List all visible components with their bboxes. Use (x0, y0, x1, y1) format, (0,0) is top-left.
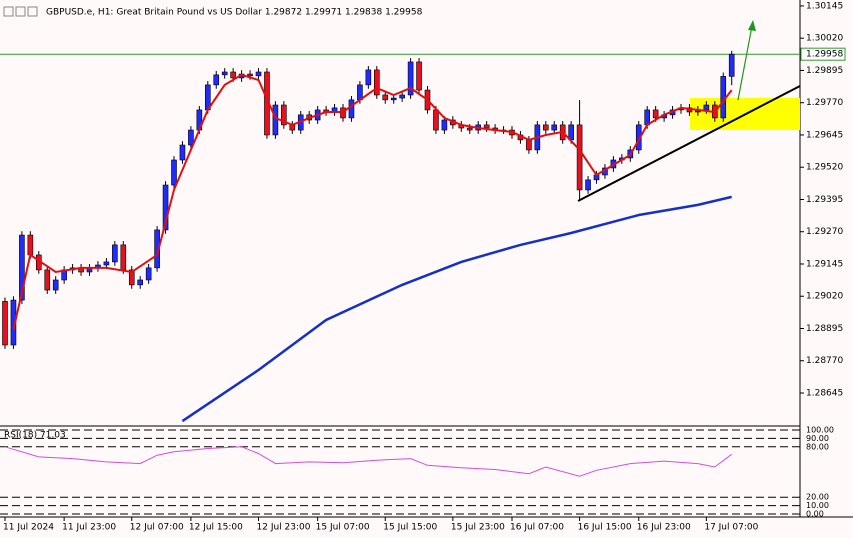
candle-body (112, 244, 118, 263)
rsi-tick-label: 100.00 (806, 426, 834, 435)
x-tick-label: 15 Jul 07:00 (316, 523, 370, 533)
y-tick-label: 1.29645 (806, 130, 843, 140)
y-tick-label: 1.29520 (806, 163, 843, 173)
x-tick-label: 12 Jul 23:00 (257, 523, 311, 533)
y-tick-label: 1.30020 (806, 34, 843, 44)
candle-body (188, 129, 194, 146)
x-tick-label: 17 Jul 07:00 (704, 523, 758, 533)
candle-body (348, 99, 355, 119)
candle-body (52, 279, 59, 291)
indicator-line (12, 73, 733, 331)
candle-body (145, 267, 152, 281)
y-tick-label: 1.29145 (806, 259, 843, 269)
x-tick-label: 16 Jul 15:00 (578, 523, 632, 533)
rsi-label: RSI(18) 71.03 (4, 431, 66, 441)
y-tick-label: 1.29270 (806, 227, 843, 237)
rsi-tick-label: 90.00 (806, 434, 829, 443)
x-tick-label: 16 Jul 07:00 (510, 523, 564, 533)
y-tick-label: 1.29395 (806, 195, 843, 205)
x-tick-label: 12 Jul 07:00 (130, 523, 184, 533)
candle-body (179, 144, 186, 161)
candle-body (585, 179, 591, 191)
x-tick-label: 11 Jul 23:00 (62, 523, 116, 533)
rsi-tick-label: 80.00 (806, 442, 829, 451)
rsi-tick-label: 10.00 (806, 501, 829, 510)
x-tick-label: 12 Jul 15:00 (189, 523, 243, 533)
icon (27, 6, 38, 17)
y-tick-label: 1.29020 (806, 292, 843, 302)
x-tick-label: 15 Jul 15:00 (383, 523, 437, 533)
rsi-tick-label: 20.00 (806, 493, 829, 502)
candle-body (390, 97, 397, 101)
x-tick-label: 16 Jul 23:00 (637, 523, 691, 533)
candle-body (728, 53, 735, 77)
candle-body (44, 269, 51, 291)
candle-body (137, 279, 143, 286)
candle-body (281, 104, 287, 126)
candle-body (399, 94, 405, 99)
candle-body (382, 94, 389, 101)
candle-body (247, 73, 253, 77)
candle-body (162, 184, 169, 231)
candle-body (373, 69, 380, 96)
candle-body (433, 109, 439, 131)
y-tick-label: 1.28770 (806, 356, 843, 366)
y-tick-label: 1.30145 (806, 1, 843, 11)
candle-body (230, 71, 236, 79)
icon (15, 6, 26, 17)
arrow-head (748, 20, 756, 31)
candle-body (416, 61, 422, 91)
rsi-tick-label: 0.00 (806, 509, 824, 518)
arrow (737, 25, 753, 101)
indicator-line (181, 195, 732, 423)
candle-body (213, 74, 220, 86)
last-price-box (800, 47, 846, 61)
candle-body (576, 124, 583, 191)
candle-body (255, 71, 262, 77)
last-price-label: 1.29958 (806, 50, 843, 60)
candle-body (551, 124, 558, 131)
candle-body (652, 109, 659, 119)
x-tick-label: 11 Jul 2024 (3, 523, 54, 533)
y-tick-label: 1.28895 (806, 324, 843, 334)
y-tick-label: 1.29770 (806, 98, 843, 108)
candle-body (272, 104, 279, 136)
candle-body (27, 234, 34, 256)
y-tick-label: 1.28645 (806, 389, 843, 399)
candle-body (19, 234, 25, 301)
chart-title: GBPUSD.e, H1: Great Britain Pound vs US … (46, 8, 423, 18)
candle-body (441, 119, 448, 131)
y-tick-label: 1.29895 (806, 66, 843, 76)
candle-body (703, 104, 710, 111)
trend-line (577, 85, 801, 202)
candle-body (365, 69, 372, 86)
candle-body (407, 61, 414, 96)
candle-body (221, 71, 228, 76)
candle-body (483, 124, 490, 129)
candle-body (120, 244, 127, 271)
candle-body (103, 261, 110, 266)
candle-body (542, 124, 549, 131)
candle-body (466, 127, 473, 131)
x-tick-label: 15 Jul 23:00 (451, 523, 505, 533)
candle-body (526, 139, 532, 151)
candle-body (171, 159, 177, 186)
candle-body (644, 109, 651, 126)
icon (3, 6, 14, 17)
rsi-line (4, 446, 733, 477)
candle-body (2, 301, 8, 346)
candle-body (128, 269, 135, 286)
